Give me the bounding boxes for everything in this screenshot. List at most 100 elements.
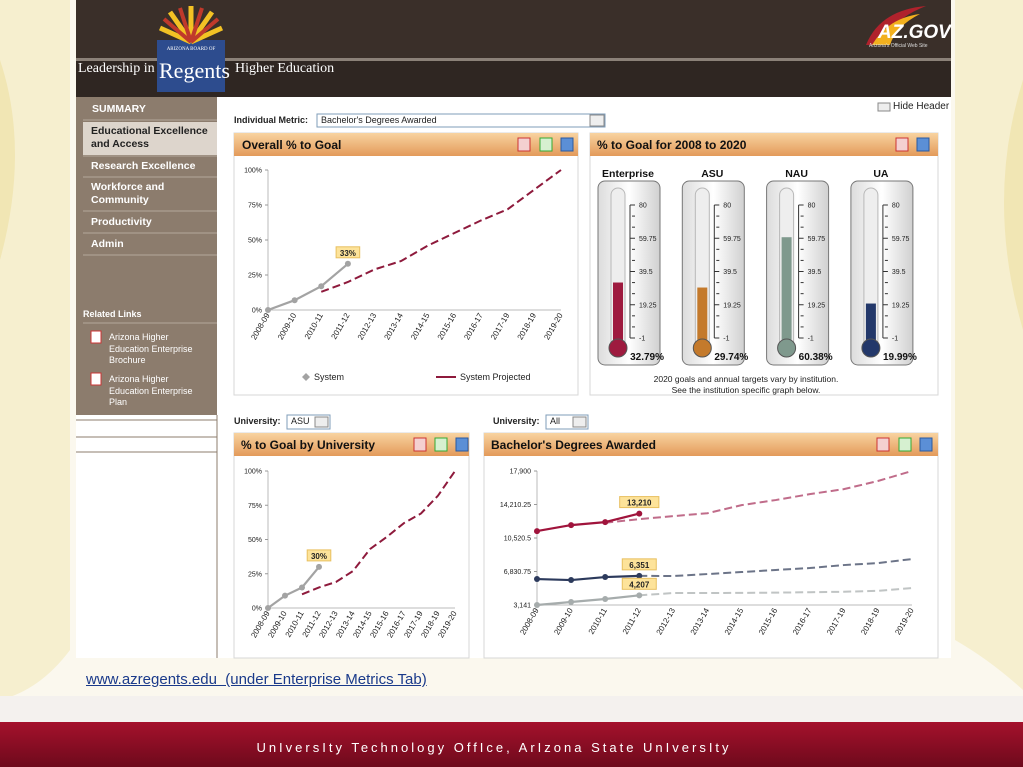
series-line (267, 262, 349, 312)
menu-item[interactable]: SUMMARY (92, 103, 146, 115)
info-button[interactable] (919, 437, 933, 452)
thermometer-bulb (692, 338, 712, 358)
scale-label: 19.25 (808, 302, 826, 309)
value-label-box (621, 558, 657, 571)
series-line (267, 566, 320, 609)
scale-label: 39.5 (808, 269, 822, 276)
menu-item[interactable]: Workforce and Community (91, 181, 165, 206)
scale-label: 80 (808, 203, 816, 210)
panel-header (484, 433, 938, 456)
menu-item[interactable]: Admin (91, 238, 124, 250)
point (602, 574, 609, 581)
info-button[interactable] (560, 137, 574, 152)
projected-line (320, 169, 562, 293)
value-label: 19.99% (883, 352, 917, 363)
value-label: 6,351 (629, 561, 650, 570)
panel-header (590, 133, 938, 156)
hide-header-icon[interactable] (877, 102, 891, 112)
info-button[interactable] (455, 437, 469, 452)
azgov-logo (866, 6, 926, 45)
value-label-box (619, 496, 660, 509)
metric-select[interactable] (316, 113, 606, 128)
footer-text: UnIversIty Technology OffIce, ArIzona St… (256, 740, 731, 755)
decor (0, 0, 70, 700)
point (636, 592, 643, 599)
y-tick-label: 25% (248, 273, 262, 280)
filter-value[interactable]: All (550, 416, 561, 426)
menu-item-active[interactable]: Educational Excellence and Access (91, 125, 208, 150)
header-rule (76, 58, 951, 61)
related-link[interactable]: Arizona Higher Education Enterprise Broc… (109, 332, 193, 365)
point (602, 519, 609, 526)
y-tick-label: 3,141 (513, 603, 531, 610)
y-tick-label: 0% (252, 606, 262, 613)
xls-button[interactable] (539, 137, 553, 152)
scale-label: -1 (808, 336, 814, 343)
related-link[interactable]: Arizona Higher Education Enterprise Plan (109, 374, 193, 407)
filter-label: University: (493, 416, 540, 426)
regents-logo (157, 6, 225, 92)
projected-line (639, 587, 913, 597)
legend-label: System Projected (460, 372, 531, 382)
series-line (536, 594, 640, 607)
menu-active (83, 122, 217, 155)
scale-label: 39.5 (892, 269, 906, 276)
sidebar-rules (76, 415, 218, 658)
institution-name: ASU (701, 168, 723, 180)
select-arrow[interactable] (589, 114, 605, 127)
panel (233, 132, 579, 396)
select-arrow[interactable] (314, 416, 329, 428)
footer (0, 722, 1023, 767)
scale-label: -1 (639, 336, 645, 343)
pdf-button[interactable] (517, 137, 531, 152)
pdf-button[interactable] (876, 437, 890, 452)
value-label: 32.79% (630, 352, 664, 363)
series-line (536, 512, 640, 533)
value-label-box (621, 577, 657, 590)
xls-button[interactable] (434, 437, 448, 452)
scale-label: 59.75 (808, 236, 826, 243)
point (568, 599, 575, 606)
panel (483, 432, 939, 659)
thermometer-bulb (777, 338, 797, 358)
value-label: 30% (311, 552, 327, 561)
header-tail: Higher Education (235, 61, 335, 76)
pdf-icon (90, 330, 102, 344)
url[interactable]: www.azregents.edu (under Enterprise Metr… (86, 671, 427, 688)
info-button[interactable] (916, 137, 930, 152)
menu-item[interactable]: Research Excellence (91, 160, 196, 172)
thermometer-level (697, 287, 708, 346)
pdf-button[interactable] (413, 437, 427, 452)
thermometer-level (865, 303, 876, 346)
header-lead: Leadership in (78, 61, 155, 76)
panel-title: % to Goal for 2008 to 2020 (597, 138, 747, 152)
metric-label: Individual Metric: (234, 115, 309, 125)
thermometer-bulb (861, 338, 881, 358)
point (282, 592, 288, 599)
decor (955, 0, 1023, 690)
thermometer-bulb (608, 338, 628, 358)
pdf-button[interactable] (895, 137, 909, 152)
scale-label: 59.75 (723, 236, 741, 243)
logo-small: ARIZONA BOARD OF (166, 47, 216, 52)
point (602, 596, 609, 603)
scale-label: 19.25 (723, 302, 741, 309)
point (318, 283, 325, 290)
y-tick-label: 75% (248, 203, 262, 210)
scale-label: 80 (892, 203, 900, 210)
filter-value[interactable]: ASU (291, 416, 310, 426)
menu-item[interactable]: Productivity (91, 216, 152, 228)
panel-header (234, 133, 578, 156)
point (534, 528, 540, 535)
projected-line (605, 470, 913, 524)
institution-name: NAU (785, 168, 808, 180)
y-tick-label: 10,520.5 (504, 536, 531, 543)
scale-label: 39.5 (723, 269, 737, 276)
select-arrow[interactable] (572, 416, 587, 428)
xls-button[interactable] (898, 437, 912, 452)
metric-value[interactable]: Bachelor's Degrees Awarded (321, 115, 437, 125)
hide-header[interactable]: Hide Header (893, 101, 950, 112)
point (568, 522, 575, 529)
value-label: 29.74% (714, 352, 748, 363)
